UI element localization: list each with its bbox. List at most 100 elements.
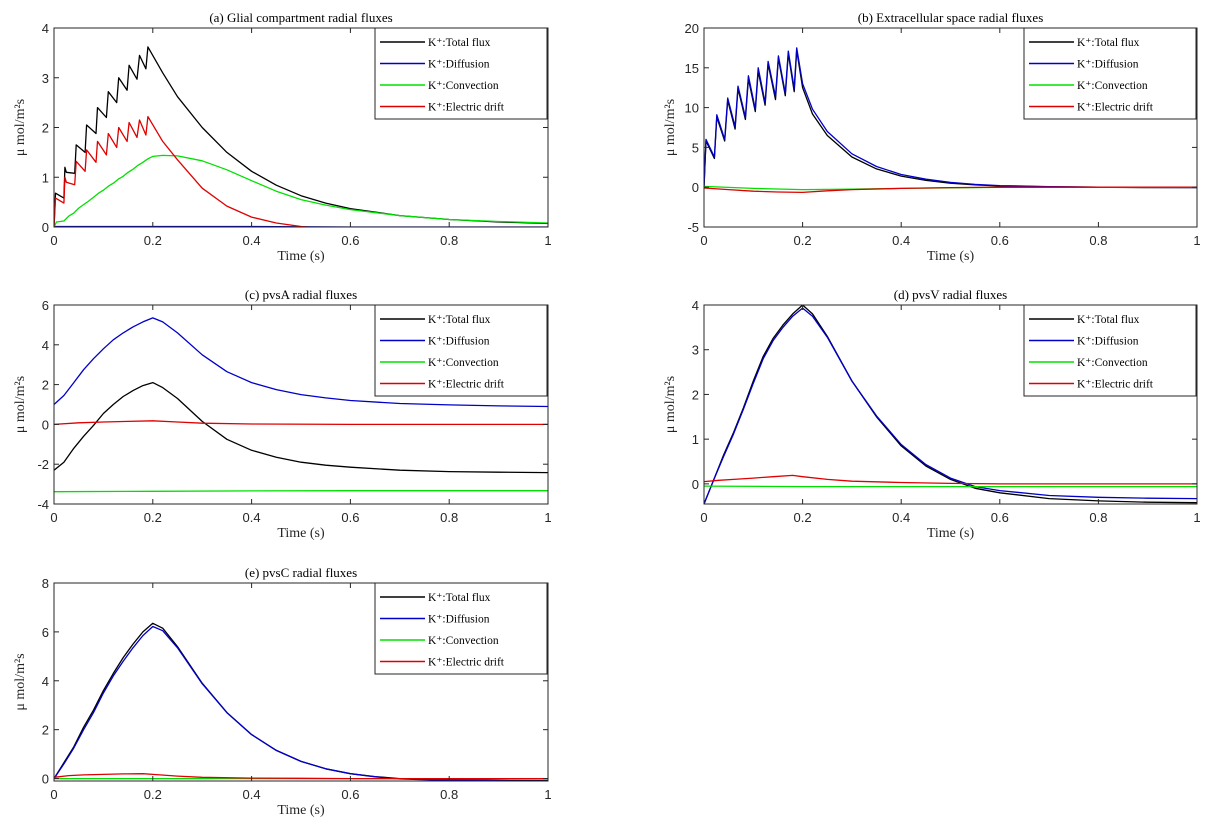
- legend: K⁺:Total flux K⁺:Diffusion K⁺:Convection K⁺…: [1023, 27, 1197, 120]
- y-tick-label: 6: [42, 625, 49, 640]
- x-tick-label: 0.6: [341, 233, 359, 248]
- y-tick-label: 0: [42, 220, 49, 235]
- legend-box: [374, 304, 548, 397]
- legend: K⁺:Total flux K⁺:Diffusion K⁺:Convection K⁺…: [374, 582, 548, 675]
- axes-box: [53, 582, 549, 782]
- x-tick-label: 0.8: [440, 233, 458, 248]
- y-tick-label: -5: [687, 220, 699, 235]
- legend: K⁺:Total flux K⁺:Diffusion K⁺:Convection K⁺…: [374, 304, 548, 397]
- x-tick-label: 0.2: [144, 233, 162, 248]
- x-tick-label: 0: [50, 233, 57, 248]
- y-tick-label: 3: [692, 343, 699, 358]
- legend-label: K⁺:Electric drift: [428, 657, 505, 669]
- panel-d-pvsv: 0 0.2 0.4 0.6 0.8 1 0 1 2 3 4 (d) pvsV radial fluxe…: [663, 287, 1201, 541]
- legend-label: K⁺:Total flux: [1077, 37, 1140, 49]
- x-tick-label: 0.6: [991, 233, 1009, 248]
- y-axis-label: μ mol/m²s: [13, 376, 28, 433]
- axes-box: [703, 27, 1198, 228]
- legend-item-electric-drift: K⁺:Electric drift: [380, 379, 505, 391]
- axes-box: [53, 304, 549, 505]
- y-axis-label: μ mol/m²s: [663, 376, 678, 433]
- legend-label: K⁺:Diffusion: [428, 59, 490, 71]
- legend-label: K⁺:Total flux: [428, 592, 491, 604]
- series-line-diffusion: [704, 307, 1197, 504]
- x-tick-label: 1: [544, 233, 551, 248]
- series-line-diffusion: [704, 47, 1197, 189]
- legend-item-convection: K⁺:Convection: [1029, 357, 1148, 369]
- legend-item-electric-drift: K⁺:Electric drift: [1029, 102, 1154, 114]
- legend-item-diffusion: K⁺:Diffusion: [380, 59, 490, 71]
- series-group: [54, 317, 548, 493]
- y-tick-label: 0: [692, 180, 699, 195]
- x-tick-label: 0.2: [144, 787, 162, 802]
- legend-item-diffusion: K⁺:Diffusion: [1029, 336, 1139, 348]
- x-axis-label: Time (s): [927, 526, 975, 541]
- y-tick-label: 4: [692, 298, 699, 313]
- chart-title: (c) pvsA radial fluxes: [245, 287, 357, 302]
- y-tick-label: -4: [37, 497, 49, 512]
- x-tick-label: 0.4: [243, 787, 261, 802]
- x-tick-label: 0.8: [440, 787, 458, 802]
- y-tick-label: 10: [685, 101, 699, 116]
- chart-title: (d) pvsV radial fluxes: [894, 287, 1007, 302]
- legend-label: K⁺:Convection: [1077, 80, 1148, 92]
- y-tick-label: 5: [692, 140, 699, 155]
- y-tick-label: 3: [42, 71, 49, 86]
- legend-label: K⁺:Diffusion: [428, 336, 490, 348]
- legend-label: K⁺:Total flux: [428, 314, 491, 326]
- legend-box: [1023, 304, 1197, 397]
- legend-item-total-flux: K⁺:Total flux: [380, 314, 491, 326]
- chart-title: (e) pvsC radial fluxes: [245, 565, 357, 580]
- legend-item-convection: K⁺:Convection: [380, 80, 499, 92]
- legend-label: K⁺:Total flux: [428, 37, 491, 49]
- y-tick-label: 0: [42, 772, 49, 787]
- legend-item-convection: K⁺:Convection: [1029, 80, 1148, 92]
- series-line-diffusion: [54, 317, 548, 408]
- x-axis-label: Time (s): [277, 526, 325, 541]
- legend-label: K⁺:Convection: [428, 357, 499, 369]
- x-tick-label: 1: [544, 510, 551, 525]
- legend-label: K⁺:Convection: [1077, 357, 1148, 369]
- x-tick-label: 0.4: [892, 510, 910, 525]
- legend-item-diffusion: K⁺:Diffusion: [1029, 59, 1139, 71]
- y-tick-label: 1: [42, 170, 49, 185]
- series-line-electric-drift: [54, 420, 548, 426]
- legend-label: K⁺:Electric drift: [1077, 102, 1154, 114]
- series-line-total-flux: [54, 46, 548, 227]
- x-tick-label: 0.2: [794, 233, 812, 248]
- legend: K⁺:Total flux K⁺:Diffusion K⁺:Convection K⁺…: [1023, 304, 1197, 397]
- y-axis-label: μ mol/m²s: [663, 99, 678, 156]
- series-group: [704, 305, 1197, 504]
- legend-item-electric-drift: K⁺:Electric drift: [380, 657, 505, 669]
- x-tick-label: 1: [1193, 233, 1200, 248]
- legend-label: K⁺:Electric drift: [428, 102, 505, 114]
- legend-box: [374, 582, 548, 675]
- legend-label: K⁺:Diffusion: [428, 614, 490, 626]
- legend: K⁺:Total flux K⁺:Diffusion K⁺:Convection K⁺…: [374, 27, 548, 120]
- x-tick-label: 0.4: [892, 233, 910, 248]
- legend-label: K⁺:Electric drift: [1077, 379, 1154, 391]
- x-tick-label: 0: [50, 787, 57, 802]
- x-axis-label: Time (s): [277, 249, 325, 264]
- y-tick-label: 4: [42, 21, 49, 36]
- axes-box: [703, 304, 1198, 505]
- x-tick-label: 0.4: [243, 510, 261, 525]
- legend-item-convection: K⁺:Convection: [380, 357, 499, 369]
- y-tick-label: 2: [42, 723, 49, 738]
- legend-item-total-flux: K⁺:Total flux: [380, 37, 491, 49]
- legend-item-total-flux: K⁺:Total flux: [380, 592, 491, 604]
- legend-label: K⁺:Total flux: [1077, 314, 1140, 326]
- x-tick-label: 0.6: [341, 510, 359, 525]
- legend-item-diffusion: K⁺:Diffusion: [380, 336, 490, 348]
- y-tick-label: 8: [42, 576, 49, 591]
- legend-item-total-flux: K⁺:Total flux: [1029, 37, 1140, 49]
- x-tick-label: 0.8: [440, 510, 458, 525]
- legend-item-diffusion: K⁺:Diffusion: [380, 614, 490, 626]
- legend-box: [374, 27, 548, 120]
- chart-title: (a) Glial compartment radial fluxes: [209, 10, 392, 25]
- legend-label: K⁺:Convection: [428, 80, 499, 92]
- x-tick-label: 0.6: [991, 510, 1009, 525]
- x-tick-label: 0.8: [1089, 510, 1107, 525]
- series-line-electric-drift: [704, 186, 1197, 194]
